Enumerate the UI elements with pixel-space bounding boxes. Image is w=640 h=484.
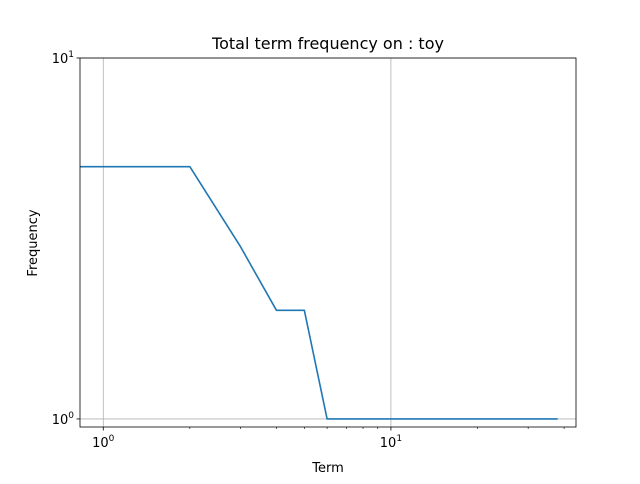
y-axis-label: Frequency [26,209,41,276]
plot-frame [79,57,577,428]
chart-title: Total term frequency on : toy [211,34,444,53]
series-line [80,165,558,420]
series-layer [80,165,558,420]
x-axis-label: Term [311,461,344,476]
